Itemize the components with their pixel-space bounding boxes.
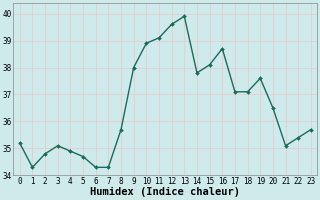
X-axis label: Humidex (Indice chaleur): Humidex (Indice chaleur) bbox=[90, 187, 240, 197]
